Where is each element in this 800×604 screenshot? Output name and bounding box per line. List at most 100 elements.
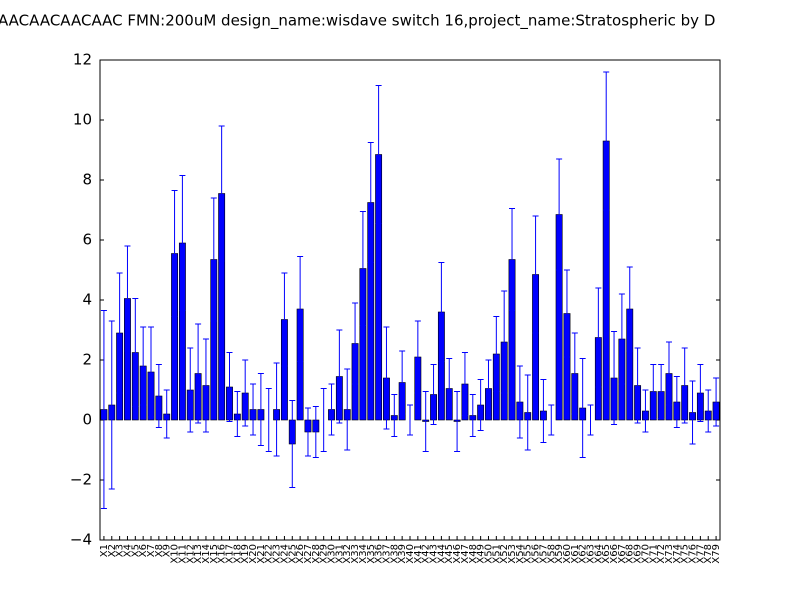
error-bar	[658, 364, 665, 419]
y-tick-label: −2	[70, 471, 92, 489]
y-tick-label: 4	[82, 291, 92, 309]
x-tick-label: X66	[609, 544, 620, 564]
x-tick-label: X12	[185, 544, 196, 564]
error-bar	[618, 293, 625, 385]
x-tick-label: X62	[578, 544, 589, 564]
error-bar	[257, 373, 264, 446]
error-bar	[273, 362, 280, 457]
error-bar	[265, 388, 272, 452]
x-tick-label: X44	[436, 544, 447, 564]
x-tick-label: X70	[640, 544, 651, 564]
y-tick-label: −4	[70, 531, 92, 549]
error-bar	[155, 364, 162, 428]
error-bar	[697, 364, 704, 422]
error-bar	[665, 341, 672, 406]
error-bar	[312, 406, 319, 458]
x-tick-label: X38	[389, 544, 400, 564]
x-tick-label: X49	[476, 544, 487, 564]
x-tick-label: X4	[122, 544, 133, 557]
x-tick-label: X36	[374, 544, 385, 564]
plot-frame	[99, 59, 721, 541]
error-bar	[563, 269, 570, 358]
error-bar	[634, 347, 641, 424]
error-bar	[493, 316, 500, 392]
error-bar	[297, 256, 304, 362]
x-tick-label: X6	[138, 544, 149, 557]
x-tick-label: X55	[523, 544, 534, 564]
error-bar	[289, 400, 296, 488]
x-tick-label: X8	[154, 544, 165, 557]
x-tick-label: X24	[279, 544, 290, 564]
error-bar	[469, 394, 476, 437]
x-tick-label: X42	[421, 544, 432, 564]
y-tick-label: 12	[73, 51, 92, 69]
x-tick-label: X64	[593, 544, 604, 564]
x-tick-label: X67	[617, 544, 628, 564]
error-bar	[477, 379, 484, 431]
x-tick-label: X56	[531, 544, 542, 564]
error-bar	[587, 404, 594, 436]
x-tick-label: X21	[256, 544, 267, 564]
error-bar	[540, 379, 547, 443]
x-tick-label: X74	[672, 544, 683, 564]
error-bar	[202, 338, 209, 433]
y-tick-label: 2	[82, 351, 92, 369]
x-tick-label: X54	[515, 544, 526, 564]
error-bar	[524, 374, 531, 451]
x-tick-label: X45	[444, 544, 455, 564]
x-tick-label: X33	[350, 544, 361, 564]
error-bar	[516, 365, 523, 439]
x-tick-label: X28	[311, 544, 322, 564]
error-bar	[195, 323, 202, 424]
x-tick-label: X34	[358, 544, 369, 564]
x-tick-label: X19	[240, 544, 251, 564]
error-bar	[461, 352, 468, 416]
x-tick-label: X72	[656, 544, 667, 564]
x-tick-label: X15	[209, 544, 220, 564]
error-bar	[399, 350, 406, 415]
x-tick-label: X51	[491, 544, 502, 564]
x-tick-label: X63	[586, 544, 597, 564]
error-bar	[163, 389, 170, 439]
error-bar	[375, 85, 382, 224]
error-bar	[344, 368, 351, 451]
x-tick-label: X11	[177, 544, 188, 564]
error-bar	[391, 394, 398, 437]
chart-title: AACAACAACAAC FMN:200uM design_name:wisda…	[0, 12, 715, 31]
error-bar	[140, 326, 147, 406]
x-tick-label: X77	[695, 544, 706, 564]
error-bar	[383, 326, 390, 430]
error-bar	[242, 359, 249, 427]
error-bar	[116, 272, 123, 394]
x-tick-label: X5	[130, 544, 141, 557]
x-tick-label: X1	[99, 544, 110, 557]
y-tick-label: 8	[82, 171, 92, 189]
x-tick-label: X47	[460, 544, 471, 564]
x-tick-label: X7	[146, 544, 157, 557]
error-bar	[148, 326, 155, 418]
error-bar	[320, 388, 327, 452]
x-tick-label: X18	[232, 544, 243, 564]
error-bar	[681, 347, 688, 424]
error-bar	[485, 359, 492, 418]
x-tick-label: X17	[224, 544, 235, 564]
error-bar	[571, 332, 578, 415]
x-tick-label: X3	[115, 544, 126, 557]
error-bar	[132, 298, 139, 407]
x-tick-label: X71	[648, 544, 659, 564]
error-bar	[328, 383, 335, 436]
error-bar	[509, 208, 516, 311]
x-tick-label: X60	[562, 544, 573, 564]
error-bar	[281, 272, 288, 367]
error-bar	[359, 211, 366, 326]
x-tick-label: X75	[680, 544, 691, 564]
x-tick-label: X20	[248, 544, 259, 564]
x-tick-label: X25	[287, 544, 298, 564]
error-bar	[579, 358, 586, 458]
error-bar	[713, 377, 720, 427]
x-tick-label: X68	[625, 544, 636, 564]
x-tick-label: X31	[334, 544, 345, 564]
error-bar	[108, 320, 115, 490]
